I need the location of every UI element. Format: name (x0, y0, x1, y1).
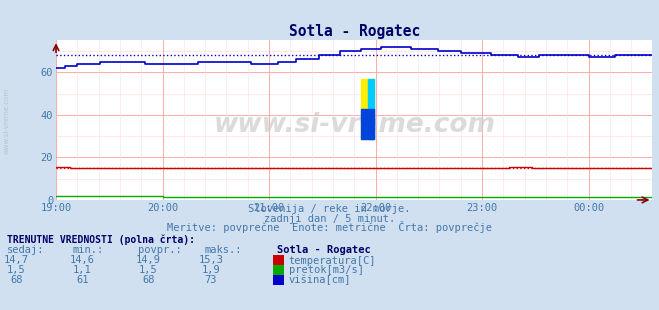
Text: TRENUTNE VREDNOSTI (polna črta):: TRENUTNE VREDNOSTI (polna črta): (7, 235, 194, 245)
Text: zadnji dan / 5 minut.: zadnji dan / 5 minut. (264, 214, 395, 224)
Text: 15,3: 15,3 (198, 255, 223, 265)
Text: sedaj:: sedaj: (7, 245, 44, 255)
Bar (368, 79, 374, 139)
Text: 1,9: 1,9 (202, 265, 220, 275)
Text: Meritve: povprečne  Enote: metrične  Črta: povprečje: Meritve: povprečne Enote: metrične Črta:… (167, 221, 492, 233)
Text: Sotla - Rogatec: Sotla - Rogatec (277, 245, 370, 255)
Text: 14,9: 14,9 (136, 255, 161, 265)
Text: 1,1: 1,1 (73, 265, 92, 275)
Text: www.si-vreme.com: www.si-vreme.com (214, 112, 495, 138)
Text: 68: 68 (142, 275, 154, 285)
Text: maks.:: maks.: (204, 245, 242, 255)
Text: 68: 68 (11, 275, 22, 285)
Text: 14,7: 14,7 (4, 255, 29, 265)
Text: min.:: min.: (72, 245, 103, 255)
Text: povpr.:: povpr.: (138, 245, 182, 255)
Text: 1,5: 1,5 (139, 265, 158, 275)
Text: Slovenija / reke in morje.: Slovenija / reke in morje. (248, 204, 411, 214)
Title: Sotla - Rogatec: Sotla - Rogatec (289, 24, 420, 39)
Text: 14,6: 14,6 (70, 255, 95, 265)
Bar (361, 79, 374, 139)
Text: 73: 73 (205, 275, 217, 285)
Text: 61: 61 (76, 275, 88, 285)
Text: www.si-vreme.com: www.si-vreme.com (3, 88, 10, 154)
Text: višina[cm]: višina[cm] (289, 275, 351, 285)
Text: pretok[m3/s]: pretok[m3/s] (289, 265, 364, 275)
Text: temperatura[C]: temperatura[C] (289, 255, 376, 265)
Bar (361, 109, 374, 139)
Text: 1,5: 1,5 (7, 265, 26, 275)
